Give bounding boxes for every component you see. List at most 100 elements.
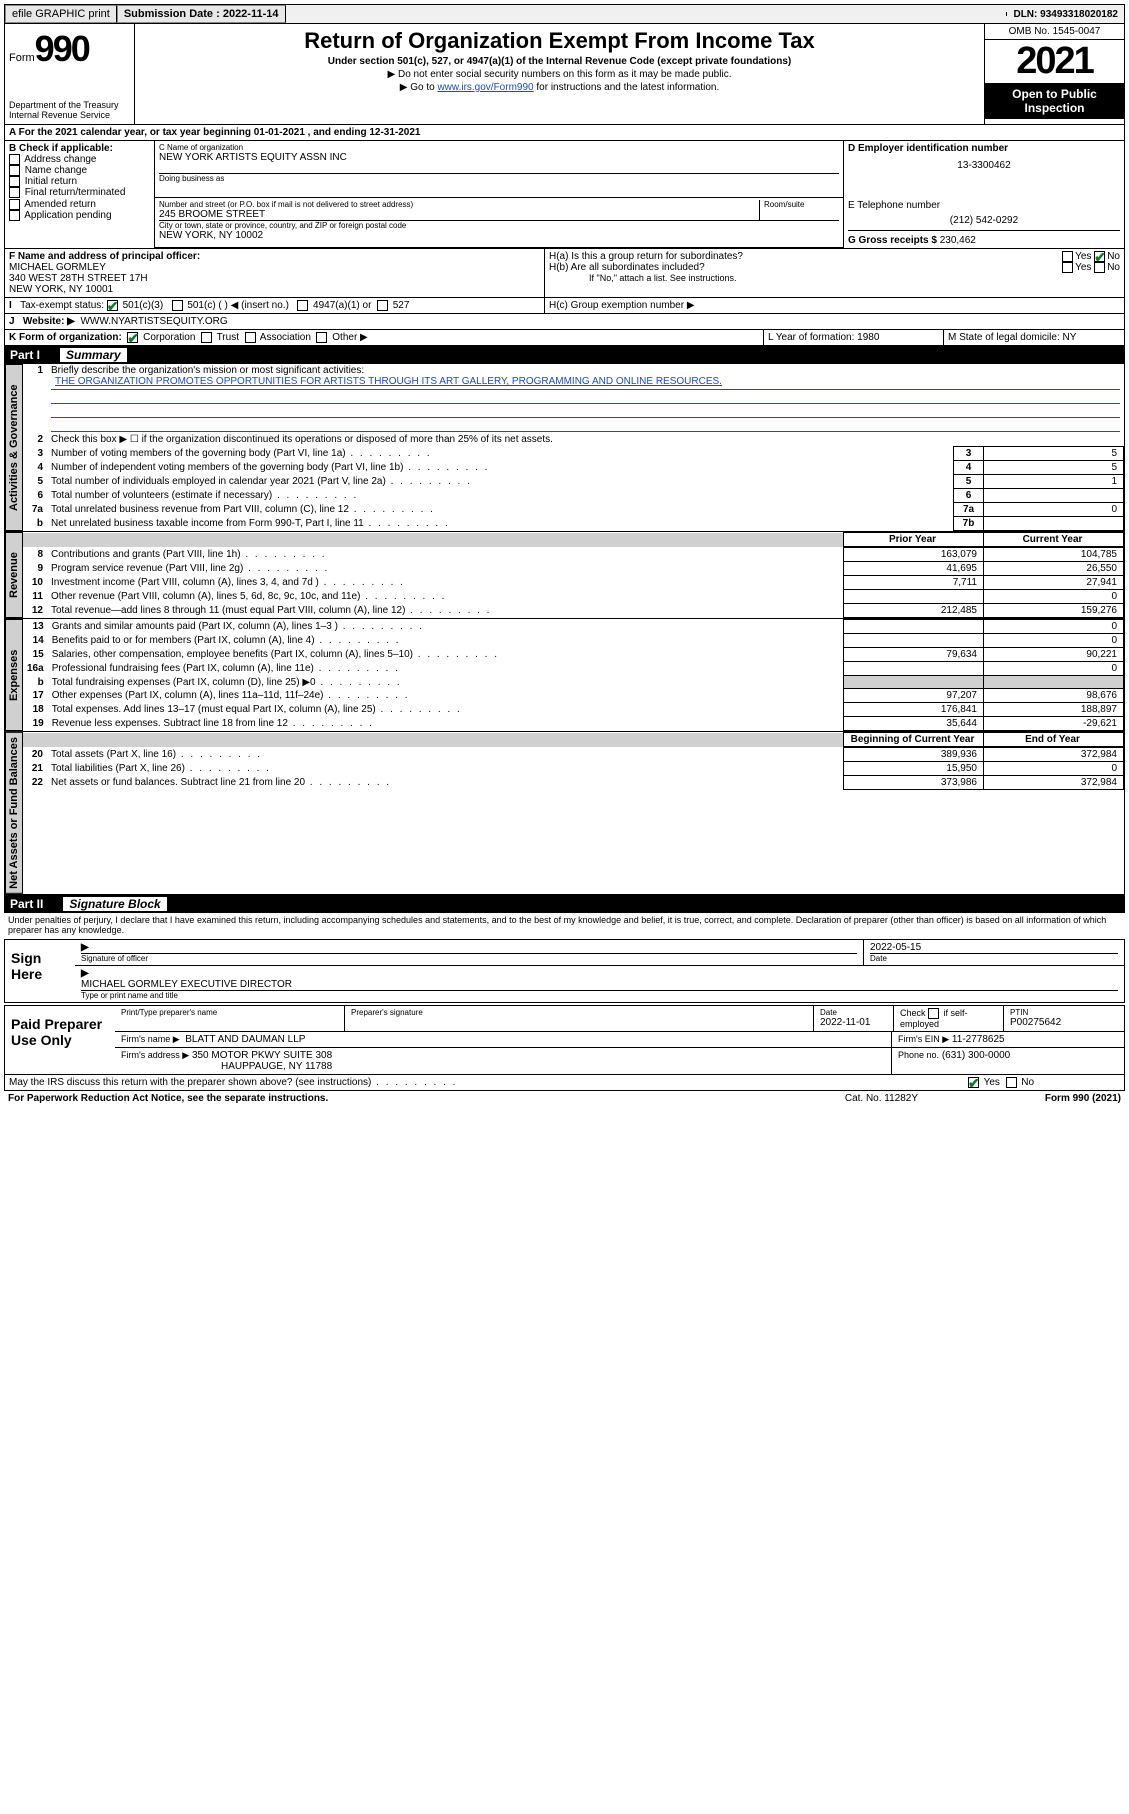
dba-label: Doing business as [159,173,839,183]
hb-label: H(b) Are all subordinates included? [549,262,1062,273]
website-row: J Website: ▶ WWW.NYARTISTSEQUITY.ORG [4,314,1125,330]
trust-checkbox[interactable] [201,332,212,343]
sig-officer-label: Signature of officer [81,953,857,963]
irs-link[interactable]: www.irs.gov/Form990 [437,82,533,93]
line-a: A For the 2021 calendar year, or tax yea… [4,125,1125,141]
form-title: Return of Organization Exempt From Incom… [139,28,980,54]
paid-preparer-label: Paid Preparer Use Only [5,1006,115,1074]
gross-receipts: 230,462 [940,235,976,246]
self-employed-checkbox[interactable] [928,1008,939,1019]
beg-year-header: Beginning of Current Year [844,733,984,747]
firm-addr2: HAUPPAUGE, NY 11788 [121,1061,885,1072]
b-check-2[interactable] [9,176,20,187]
addr-label: Number and street (or P.O. box if mail i… [159,200,759,209]
b-check-4[interactable] [9,199,20,210]
expenses-tab: Expenses [5,619,23,731]
org-form-row: K Form of organization: Corporation Trus… [4,330,1125,346]
revenue-tab: Revenue [5,532,23,618]
revenue-section: Revenue Prior Year Current Year 8Contrib… [4,531,1125,618]
city-label: City or town, state or province, country… [159,221,839,230]
prior-year-header: Prior Year [844,533,984,547]
governance-tab: Activities & Governance [5,364,23,531]
netassets-section: Net Assets or Fund Balances Beginning of… [4,731,1125,895]
officer-block: F Name and address of principal officer:… [4,249,1125,298]
tax-year: 2021 [985,40,1124,83]
501c3-checkbox[interactable] [107,300,118,311]
other-checkbox[interactable] [316,332,327,343]
omb-number: OMB No. 1545-0047 [985,24,1124,40]
sign-block: Sign Here ▶ Signature of officer 2022-05… [4,939,1125,1003]
date-label: Date [870,953,1118,963]
officer-addr2: NEW YORK, NY 10001 [9,284,540,295]
part2-header: Part II Signature Block [4,895,1125,913]
ha-label: H(a) Is this a group return for subordin… [549,251,1062,262]
g-label: G Gross receipts $ [848,235,937,246]
telephone: (212) 542-0292 [848,211,1120,230]
officer-print-name: MICHAEL GORMLEY EXECUTIVE DIRECTOR [81,979,1118,990]
submission-date: Submission Date : 2022-11-14 [117,5,286,23]
discuss-no-checkbox[interactable] [1006,1077,1017,1088]
part1-header: Part I Summary [4,346,1125,364]
b-check-1[interactable] [9,165,20,176]
expenses-section: Expenses 13Grants and similar amounts pa… [4,618,1125,731]
ha-yes-checkbox[interactable] [1062,251,1073,262]
form-number: 990 [35,28,89,69]
tax-status-row: I Tax-exempt status: 501(c)(3) 501(c) ( … [4,298,1125,314]
room-label: Room/suite [764,200,839,209]
ptin: P00275642 [1010,1017,1118,1028]
b-label: B Check if applicable: [9,143,150,154]
f-label: F Name and address of principal officer: [9,251,540,262]
sign-date: 2022-05-15 [870,942,1118,953]
discuss-row: May the IRS discuss this return with the… [4,1075,1125,1091]
firm-name: BLATT AND DAUMAN LLP [185,1034,305,1045]
hb-yes-checkbox[interactable] [1062,262,1073,273]
ha-no-checkbox[interactable] [1094,251,1105,262]
c-name-label: C Name of organization [159,143,839,152]
end-year-header: End of Year [984,733,1124,747]
527-checkbox[interactable] [377,300,388,311]
footer: For Paperwork Reduction Act Notice, see … [4,1091,1125,1106]
identity-block: B Check if applicable: Address change Na… [4,141,1125,249]
line2: Check this box ▶ ☐ if the organization d… [47,433,1124,446]
dln: DLN: 93493318020182 [1007,7,1124,22]
501c-checkbox[interactable] [172,300,183,311]
firm-addr1: 350 MOTOR PKWY SUITE 308 [192,1050,332,1061]
corp-checkbox[interactable] [127,332,138,343]
street-address: 245 BROOME STREET [159,209,759,220]
governance-section: Activities & Governance 1 Briefly descri… [4,364,1125,531]
mission-text: THE ORGANIZATION PROMOTES OPPORTUNITIES … [51,376,1120,390]
firm-phone: (631) 300-0000 [942,1050,1010,1061]
b-check-0[interactable] [9,154,20,165]
officer-addr1: 340 WEST 28TH STREET 17H [9,273,540,284]
preparer-date: 2022-11-01 [820,1017,887,1028]
hb-no-checkbox[interactable] [1094,262,1105,273]
4947-checkbox[interactable] [297,300,308,311]
form-label: Form [9,52,35,64]
hc-label: H(c) Group exemption number ▶ [545,298,1124,313]
penalty-text: Under penalties of perjury, I declare th… [4,913,1125,937]
open-public: Open to Public Inspection [985,83,1124,119]
d-label: D Employer identification number [848,143,1120,154]
website: WWW.NYARTISTSEQUITY.ORG [80,316,227,327]
b-check-3[interactable] [9,187,20,198]
efile-print-button[interactable]: efile GRAPHIC print [5,5,117,23]
b-check-5[interactable] [9,210,20,221]
hb-note: If "No," attach a list. See instructions… [549,273,1120,283]
discuss-yes-checkbox[interactable] [968,1077,979,1088]
preparer-name-label: Print/Type preparer's name [115,1006,345,1031]
ssn-note: ▶ Do not enter social security numbers o… [139,69,980,80]
preparer-sig-label: Preparer's signature [345,1006,814,1031]
ein: 13-3300462 [848,154,1120,177]
current-year-header: Current Year [984,533,1124,547]
form-subtitle: Under section 501(c), 527, or 4947(a)(1)… [139,56,980,67]
assoc-checkbox[interactable] [245,332,256,343]
netassets-tab: Net Assets or Fund Balances [5,732,23,894]
sign-here-label: Sign Here [5,940,75,1002]
name-title-label: Type or print name and title [81,990,1118,1000]
year-formation: L Year of formation: 1980 [764,330,944,345]
form-header: Form990 Department of the Treasury Inter… [4,24,1125,125]
state-domicile: M State of legal domicile: NY [944,330,1124,345]
e-label: E Telephone number [848,200,1120,211]
top-toolbar: efile GRAPHIC print Submission Date : 20… [4,4,1125,24]
dept-treasury: Department of the Treasury Internal Reve… [9,70,130,120]
